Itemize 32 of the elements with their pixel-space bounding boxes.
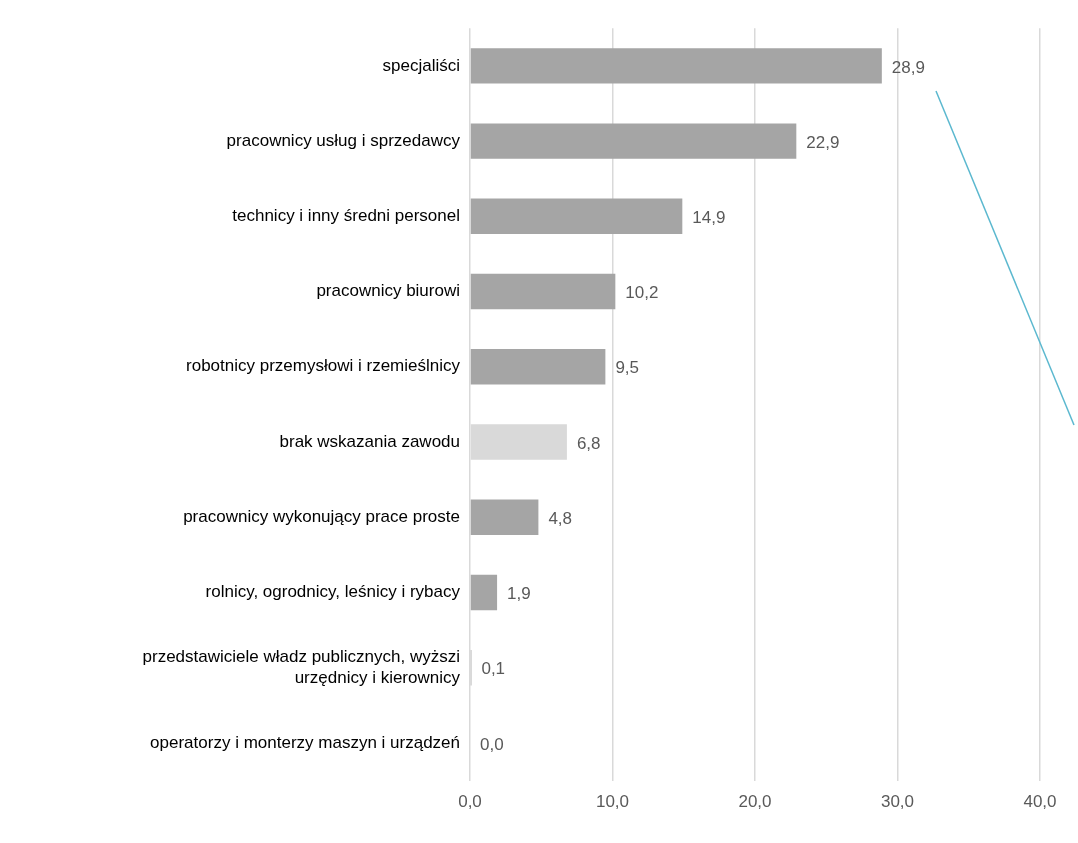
y-tick-label: robotnicy przemysłowi i rzemieślnicy — [186, 356, 461, 376]
y-tick-label: operatorzy i monterzy maszyn i urządzeń — [150, 732, 460, 752]
y-tick-label: brak wskazania zawodu — [279, 431, 460, 451]
y-tick-label: rolnicy, ogrodnicy, leśnicy i rybacy — [205, 582, 461, 602]
data-label: 22,9 — [806, 132, 840, 152]
y-tick-label: pracownicy biurowi — [316, 281, 460, 301]
data-label: 4,8 — [548, 508, 573, 528]
y-tick-label: pracownicy wykonujący prace proste — [183, 506, 460, 526]
bar — [470, 574, 498, 611]
bar — [470, 273, 616, 310]
y-tick-label: technicy i inny średni personel — [232, 205, 460, 225]
data-label: 28,9 — [891, 57, 925, 77]
x-tick-label: 10,0 — [595, 792, 630, 812]
bar — [470, 123, 797, 159]
bar — [470, 198, 683, 234]
y-tick-label: specjaliści — [382, 55, 460, 75]
data-label: 9,5 — [615, 358, 640, 378]
data-label: 0,1 — [481, 659, 506, 679]
bar — [470, 48, 882, 84]
data-label: 1,9 — [507, 584, 531, 604]
y-tick-label: przedstawiciele władz publicznych, wyższi urzędnicy i kierownicy — [142, 647, 461, 687]
bar — [470, 349, 606, 385]
x-tick-label: 20,0 — [738, 792, 772, 812]
x-tick-label: 0,0 — [458, 792, 482, 812]
data-label: 10,2 — [625, 283, 659, 303]
y-tick-label: pracownicy usług i sprzedawcy — [226, 130, 461, 150]
data-label: 14,9 — [692, 207, 726, 227]
bar — [470, 499, 539, 535]
x-tick-label: 30,0 — [880, 792, 915, 812]
data-label: 0,0 — [480, 734, 504, 754]
data-label: 6,8 — [576, 433, 601, 453]
x-tick-label: 40,0 — [1023, 792, 1057, 812]
